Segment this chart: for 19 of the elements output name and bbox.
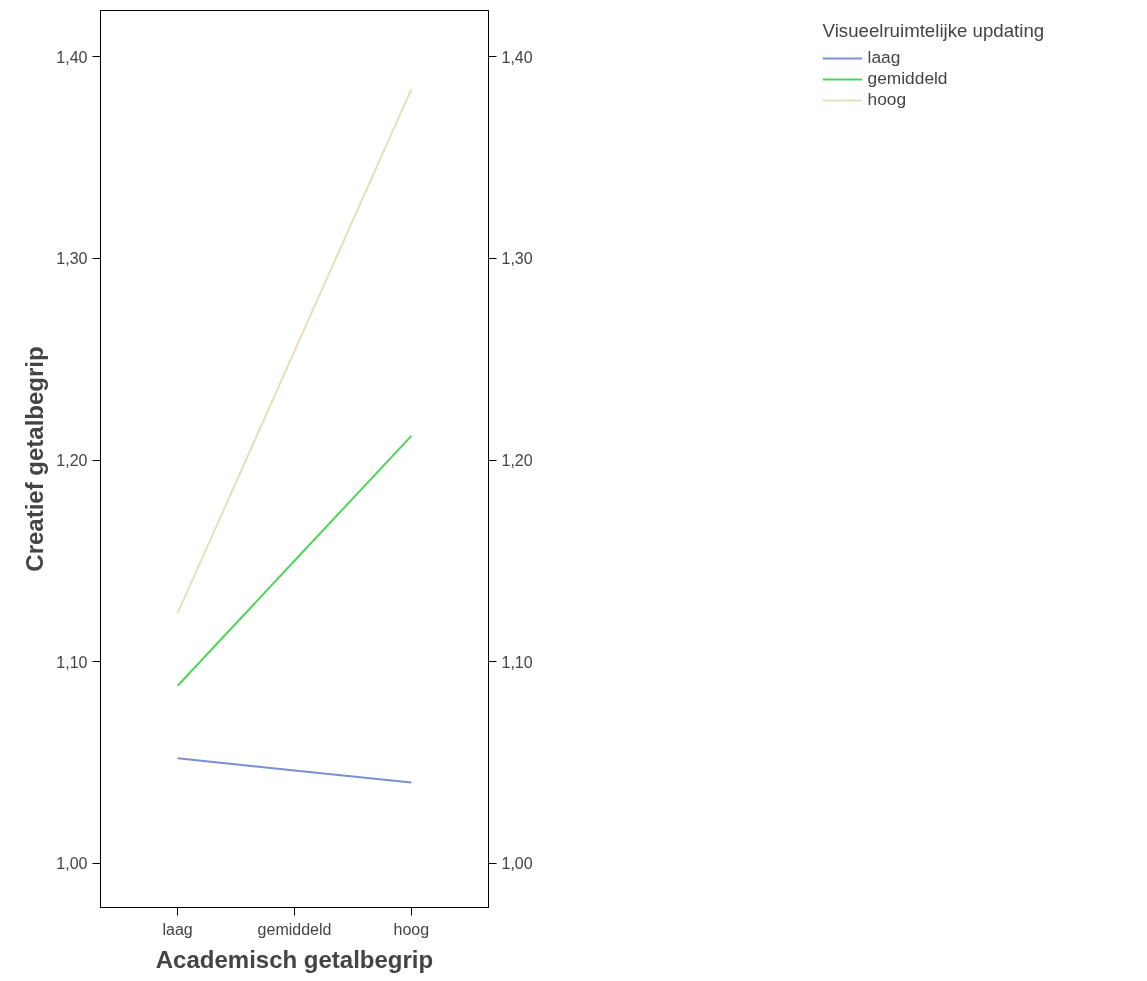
y2-tick-label: 1,00 [501,855,533,873]
x-tick-label: gemiddeld [257,920,332,938]
legend-label: gemiddeld [867,68,948,89]
y-tick-label: 1,10 [56,653,88,671]
legend-label: hoog [867,89,907,110]
y2-tick-label: 1,30 [501,250,533,268]
y2-tick-label: 1,40 [501,48,533,66]
y2-tick-label: 1,10 [501,653,533,671]
y-axis-title: Creatief getalbegrip [21,346,49,572]
y-tick-label: 1,30 [56,250,88,268]
x-tick-label: hoog [393,920,430,938]
legend-label: laag [867,47,901,68]
y-tick-label: 1,00 [56,855,88,873]
y2-tick-label: 1,20 [501,452,533,470]
x-tick-label: laag [162,920,193,938]
legend-title: Visueelruimtelijke updating [822,20,1045,42]
y-tick-label: 1,20 [56,452,88,470]
x-axis-title: Academisch getalbegrip [155,945,434,973]
y-tick-label: 1,40 [56,48,88,66]
